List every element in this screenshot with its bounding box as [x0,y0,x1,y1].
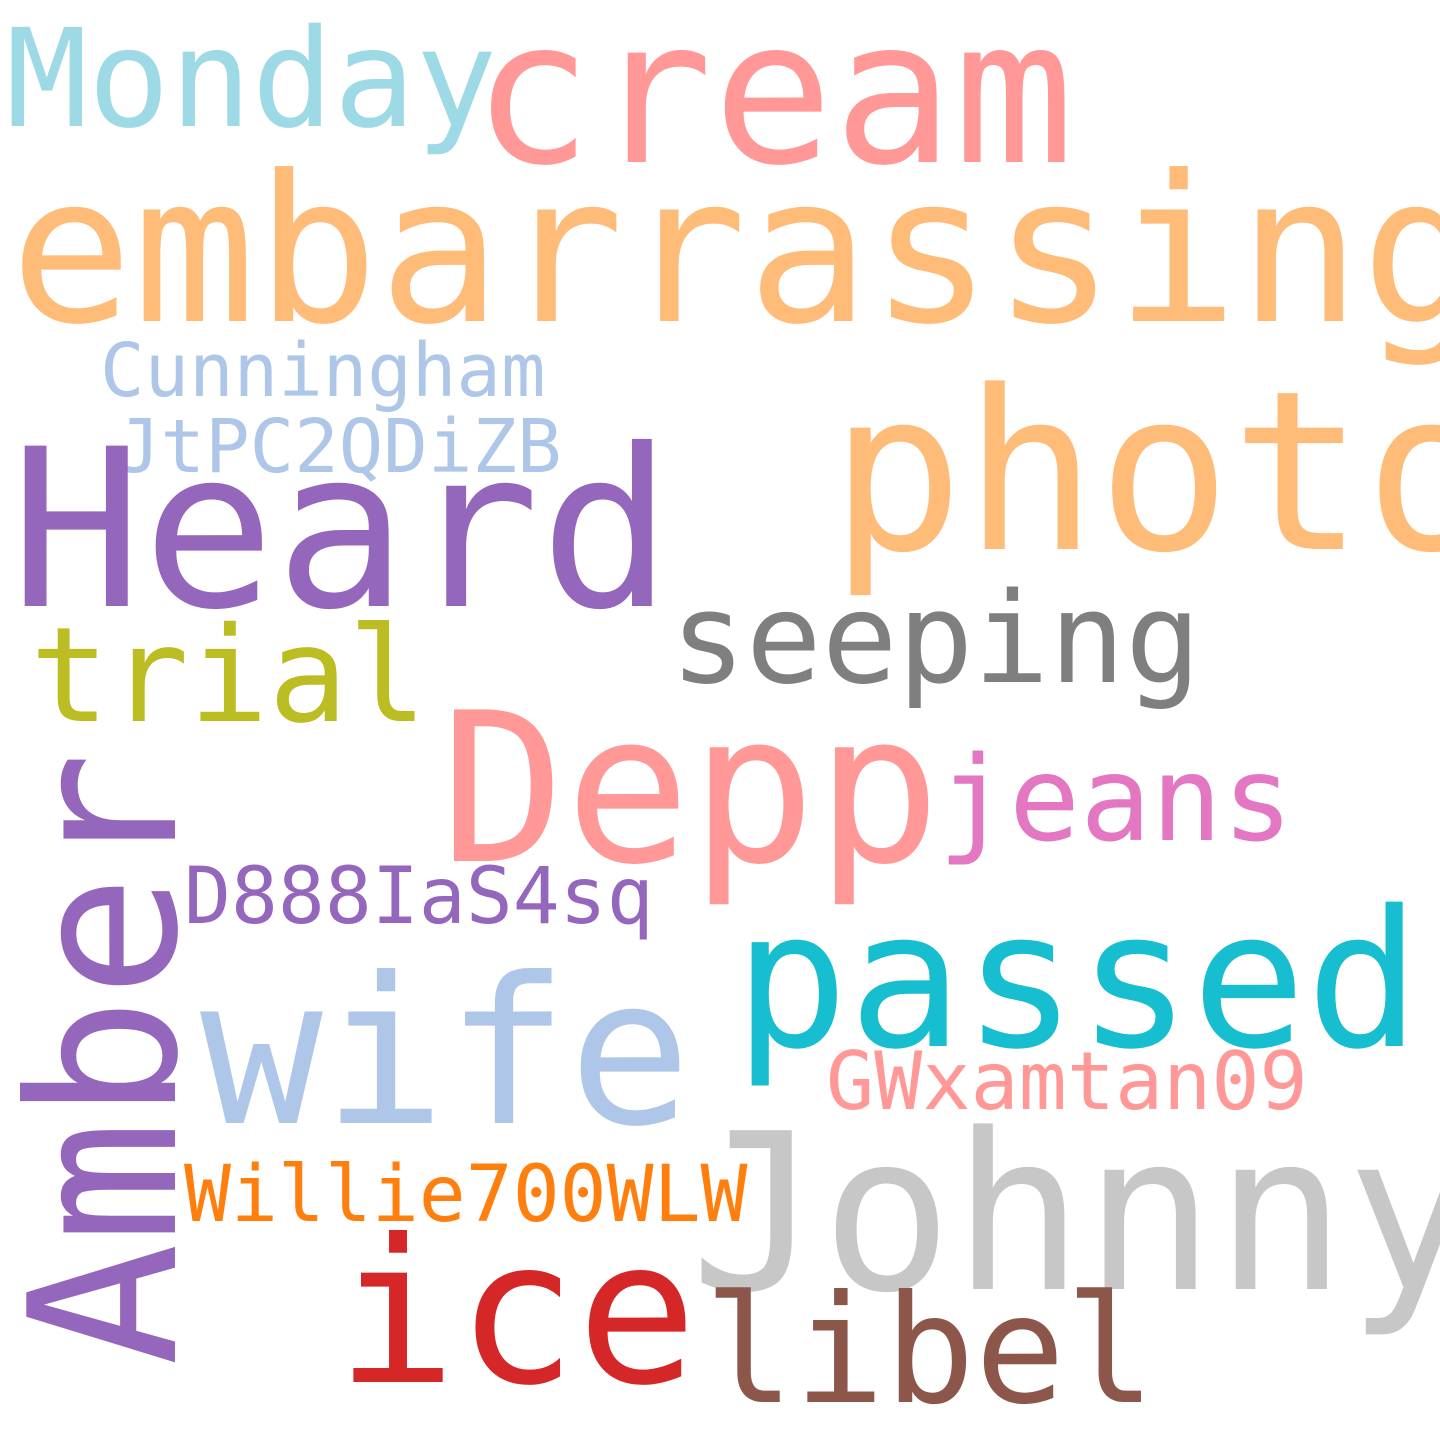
word-d888ias4sq: D888IaS4sq [184,852,654,942]
word-photo: photo [830,344,1440,602]
word-amber: Amber [0,751,224,1366]
word-seeping: seeping [670,565,1202,712]
word-cream: cream [472,0,1075,210]
word-johnny: Johnny [690,1088,1440,1341]
word-trial: trial [30,599,428,753]
word-monday: Monday [6,1,498,159]
word-jtpc2qdizb: JtPC2QDiZB [116,404,562,490]
word-gwxamtan09: GWxamtan09 [826,1035,1308,1128]
word-libel: libel [704,1264,1156,1438]
word-embarrassing: embarrassing [10,133,1440,370]
word-depp: Depp [440,669,941,911]
word-heard: Heard [10,402,673,658]
word-passed: passed [734,870,1421,1091]
word-willie700wlw: Willie700WLW [184,1150,748,1240]
word-jeans: jeans [938,730,1294,868]
word-wife: wife [200,935,692,1172]
word-ice: ice [336,1197,698,1430]
word-cunningham: Cunningham [100,328,546,414]
